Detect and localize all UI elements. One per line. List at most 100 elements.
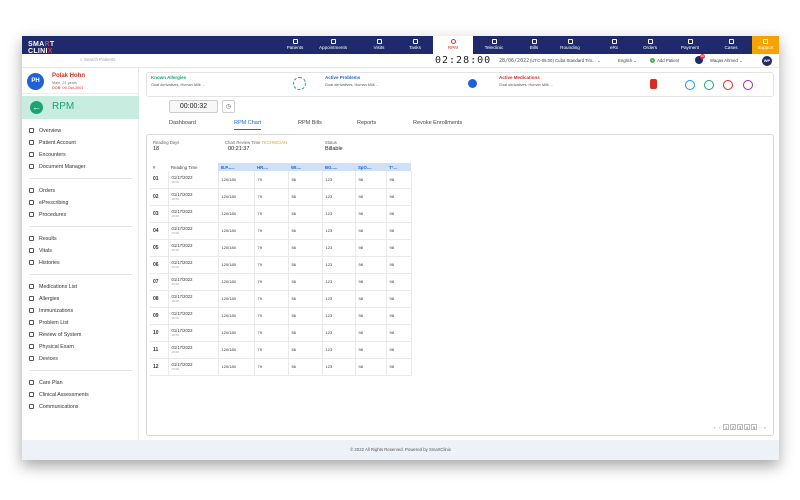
sidebar-item-devices[interactable]: Devices	[29, 354, 58, 364]
sidebar-item-overview[interactable]: Overview	[29, 126, 61, 136]
nav-tasks[interactable]: Tasks	[395, 36, 435, 54]
row-number: 01	[150, 171, 168, 189]
nav-cases[interactable]: Cases	[711, 36, 751, 54]
column-header[interactable]: Wt....	[288, 163, 322, 171]
nav-support[interactable]: Support	[752, 36, 779, 54]
table-row[interactable]: 05 01/17/2022 16:00 120/180 79 56 123 98 98	[150, 239, 412, 257]
cell-wt: 56	[288, 256, 323, 274]
next-page-icon[interactable]: ›	[759, 425, 761, 430]
active-problems-card[interactable]: Active Problems Goat derivatives, Human …	[325, 75, 475, 95]
cell-hr: 79	[254, 273, 289, 291]
cell-bp: 120/180	[218, 341, 255, 359]
nav-appointments[interactable]: Appointments	[313, 36, 353, 54]
cell-wt: 56	[288, 307, 323, 325]
known-allergies-card[interactable]: Known Allergies Goat derivatives, Human …	[151, 75, 301, 95]
table-row[interactable]: 01 01/17/2022 16:00 120/180 79 56 123 98 98	[150, 171, 412, 189]
nav-bills[interactable]: Bills	[514, 36, 554, 54]
sidebar-item-encounters[interactable]: Encounters	[29, 150, 66, 160]
table-row[interactable]: 10 01/17/2022 16:00 120/180 79 56 123 98 98	[150, 324, 412, 342]
page-button[interactable]: 2	[730, 424, 737, 430]
table-header-row: # Reading Time B.P...... HR.... Wt.... BG....…	[150, 163, 411, 171]
sidebar: PH Polak Hohn Male, 21 years DOB: 09-Oct…	[22, 68, 139, 440]
nav-rpm[interactable]: RPM	[433, 36, 473, 54]
orders-icon	[29, 188, 34, 193]
table-row[interactable]: 11 01/17/2022 16:00 120/180 79 56 123 98 98	[150, 341, 412, 359]
table-row[interactable]: 12 01/17/2022 16:00 120/180 79 56 123 98 98	[150, 358, 412, 376]
reading-date: 01/17/2022	[171, 362, 193, 367]
tab-rpm-chart[interactable]: RPM Chart	[234, 118, 262, 130]
language-select[interactable]: English ⌄	[618, 58, 637, 63]
sidebar-item-physical-exam[interactable]: Physical Exam	[29, 342, 74, 352]
nav-teleclinic[interactable]: Teleclinic	[474, 36, 514, 54]
sidebar-item-orders[interactable]: Orders	[29, 186, 55, 196]
first-page-icon[interactable]: «	[713, 425, 716, 430]
nav-payment[interactable]: Payment	[670, 36, 710, 54]
nav-patients[interactable]: Patients	[275, 36, 315, 54]
table-row[interactable]: 09 01/17/2022 16:00 120/180 79 56 123 98 98	[150, 307, 412, 325]
back-arrow-icon[interactable]: ←	[30, 101, 43, 114]
sidebar-item-communications[interactable]: Communications	[29, 402, 78, 412]
sidebar-item-histories[interactable]: Histories	[29, 258, 60, 268]
sidebar-item-allergies[interactable]: Allergies	[29, 294, 59, 304]
reading-date: 01/17/2022	[171, 260, 193, 265]
tab-reports[interactable]: Reports	[357, 120, 377, 126]
page-button[interactable]: 5	[751, 424, 758, 430]
search-patients[interactable]: ⌕ Search Patients	[80, 57, 116, 62]
table-row[interactable]: 08 01/17/2022 16:00 120/180 79 56 123 98 98	[150, 290, 412, 308]
cell-spo: 98	[355, 290, 387, 308]
video-call-icon[interactable]	[685, 80, 695, 90]
column-header[interactable]: BG.....	[322, 163, 355, 171]
active-medications-card[interactable]: Active Medications Goat derivatives, Hum…	[499, 75, 649, 95]
nav-erx[interactable]: eRx	[594, 36, 634, 54]
table-row[interactable]: 06 01/17/2022 16:00 120/180 79 56 123 98 98	[150, 256, 412, 274]
timezone-select[interactable]: (UTC-05:00) Cuba Standard Tim... ⌄	[530, 58, 601, 63]
column-header[interactable]: HR....	[254, 163, 288, 171]
medication-bottle-icon	[650, 79, 657, 89]
sidebar-item-problem-list[interactable]: Problem List	[29, 318, 68, 328]
sidebar-item-patient-account[interactable]: Patient Account	[29, 138, 76, 148]
sidebar-divider	[29, 226, 132, 227]
clipboard-icon[interactable]	[723, 80, 733, 90]
page-button[interactable]: 3	[737, 424, 744, 430]
sidebar-item-vitals[interactable]: Vitals	[29, 246, 52, 256]
table-row[interactable]: 03 01/17/2022 16:00 120/180 79 56 123 98 98	[150, 205, 412, 223]
notification-icon[interactable]: 10	[695, 54, 705, 64]
sidebar-item-procedures[interactable]: Procedures	[29, 210, 66, 220]
sidebar-item-medications-list[interactable]: Medications List	[29, 282, 77, 292]
sidebar-item-document-manager[interactable]: Document Manager	[29, 162, 86, 172]
tab-rpm-bills[interactable]: RPM Bills	[298, 120, 322, 126]
list-icon[interactable]	[743, 80, 753, 90]
page-button[interactable]: 4	[744, 424, 751, 430]
tab-dashboard[interactable]: Dashboard	[169, 120, 196, 126]
column-header[interactable]: SpO....	[355, 163, 386, 171]
tab-revoke-enrollments[interactable]: Revoke Enrollments	[413, 120, 463, 126]
sidebar-divider	[29, 274, 132, 275]
sidebar-item-clinical-assessments[interactable]: Clinical Assessments	[29, 390, 89, 400]
table-row[interactable]: 07 01/17/2022 16:00 120/180 79 56 123 98 98	[150, 273, 412, 291]
page-button[interactable]: 1	[723, 424, 730, 430]
prev-page-icon[interactable]: ‹	[718, 425, 721, 430]
nav-rounding[interactable]: Rounding	[550, 36, 590, 54]
nav-orders[interactable]: Orders	[630, 36, 670, 54]
timer-toggle-button[interactable]: ◷	[222, 100, 235, 113]
table-row[interactable]: 02 01/17/2022 16:00 120/180 79 56 123 98 98	[150, 188, 412, 206]
last-page-icon[interactable]: »	[763, 425, 766, 430]
sidebar-item-review-of-system[interactable]: Review of System	[29, 330, 81, 340]
user-avatar[interactable]: WP	[762, 56, 772, 66]
add-patient-button[interactable]: + Add Patient	[650, 58, 680, 63]
clock-icon[interactable]	[704, 80, 714, 90]
sidebar-item-eprescribing[interactable]: ePrescribing	[29, 198, 68, 208]
row-number: 10	[150, 324, 168, 342]
column-header[interactable]: T°...	[386, 163, 411, 171]
cell-spo: 98	[355, 341, 387, 359]
sidebar-item-care-plan[interactable]: Care Plan	[29, 378, 63, 388]
column-header[interactable]: B.P......	[218, 163, 254, 171]
user-menu[interactable]: Waqas Ahmed ⌄	[710, 58, 743, 63]
sidebar-item-immunizations[interactable]: Immunizations	[29, 306, 73, 316]
patient-card[interactable]: PH Polak Hohn Male, 21 years DOB: 09-Oct…	[22, 68, 139, 94]
smartclinix-logo[interactable]: SMART CLINIX	[28, 41, 55, 55]
review-of-system-icon	[29, 332, 34, 337]
table-row[interactable]: 04 01/17/2022 16:00 120/180 79 56 123 98 98	[150, 222, 412, 240]
sidebar-item-results[interactable]: Results	[29, 234, 57, 244]
nav-visits[interactable]: Visits	[359, 36, 399, 54]
